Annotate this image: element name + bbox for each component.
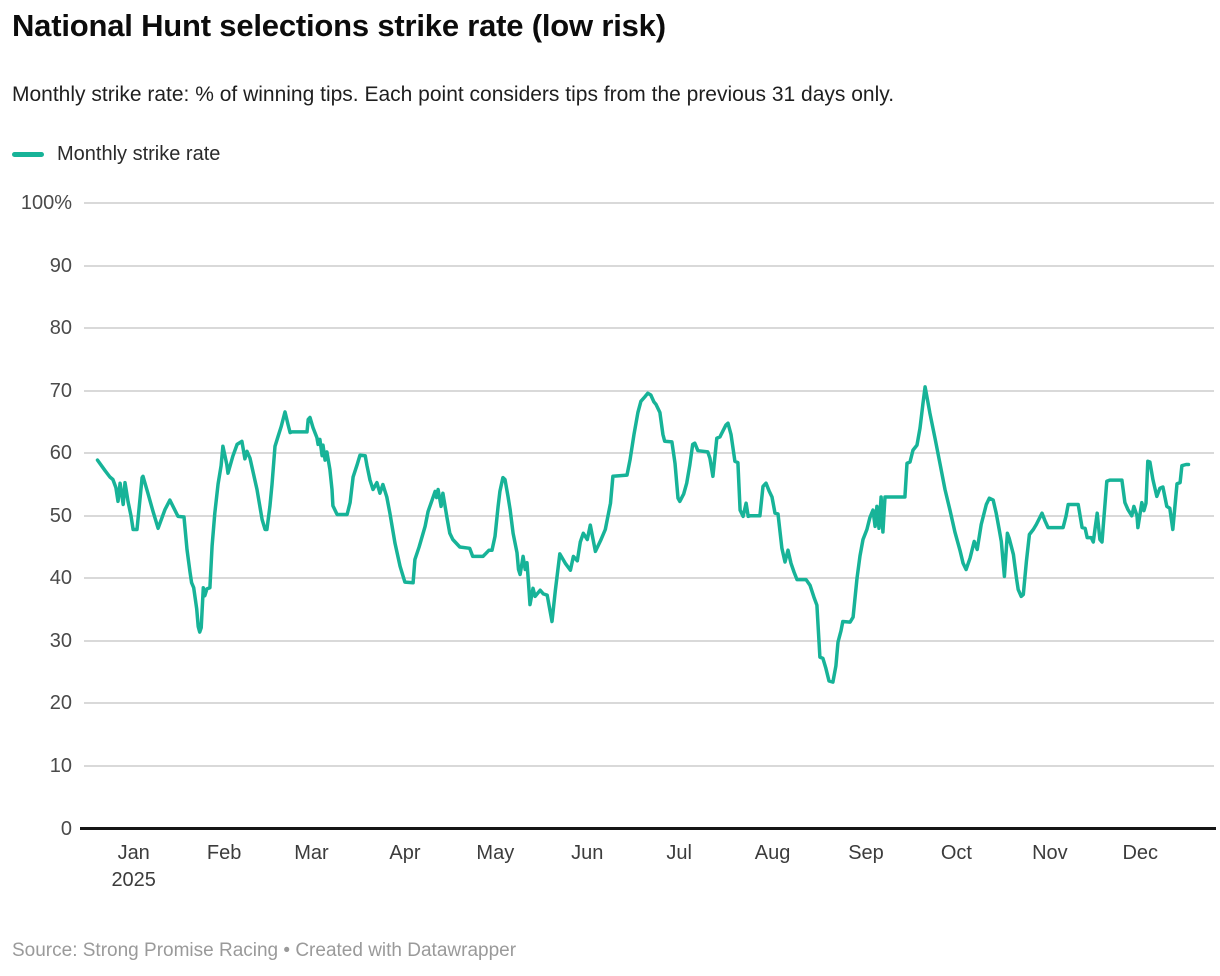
y-tick-label: 50 [49, 504, 72, 527]
y-gridline [84, 514, 1214, 517]
y-gridline [84, 264, 1214, 267]
x-tick-label: May [476, 842, 515, 864]
source-attribution: Source: Strong Promise Racing • Created … [12, 940, 517, 961]
y-gridline [84, 202, 1214, 204]
y-gridline [84, 764, 1214, 767]
x-tick-label: Mar [294, 842, 329, 864]
x-tick-label: Dec [1122, 842, 1159, 864]
y-tick-label: 80 [49, 317, 72, 340]
legend-line-swatch-icon [12, 151, 44, 157]
y-tick-label: 90 [49, 254, 72, 277]
y-tick-label: 10 [49, 754, 72, 777]
x-tick-label: Oct [940, 842, 972, 864]
x-tick-label: Aug [754, 842, 791, 864]
y-gridline [84, 452, 1214, 455]
y-tick-label: 30 [49, 629, 72, 652]
y-tick-label: 60 [49, 442, 72, 465]
y-gridline [84, 577, 1214, 580]
x-tick-label: Nov [1032, 842, 1068, 864]
y-tick-label: 20 [49, 692, 72, 715]
x-tick-label: Feb [206, 842, 242, 864]
y-tick-label: 40 [49, 567, 72, 590]
x-tick-label: Jan [117, 842, 150, 864]
y-tick-label: 0 [60, 817, 72, 840]
chart-subtitle: Monthly strike rate: % of winning tips. … [12, 83, 895, 106]
x-tick-label: Apr [389, 842, 421, 864]
x-tick-label: Jun [571, 842, 604, 864]
y-gridline [84, 327, 1214, 330]
y-tick-label: 70 [49, 379, 72, 402]
series-line [95, 385, 1191, 684]
legend: Monthly strike rate [12, 141, 220, 167]
x-tick-label: Sep [848, 842, 884, 864]
y-tick-label: 100% [20, 192, 72, 214]
x-axis-baseline [80, 827, 1216, 830]
y-gridline [84, 389, 1214, 392]
y-gridline [84, 702, 1214, 705]
x-tick-sublabel: 2025 [111, 869, 156, 891]
x-tick-label: Jul [666, 842, 692, 864]
y-gridline [84, 639, 1214, 642]
page-title: National Hunt selections strike rate (lo… [12, 8, 666, 43]
legend-item-label: Monthly strike rate [57, 142, 221, 165]
